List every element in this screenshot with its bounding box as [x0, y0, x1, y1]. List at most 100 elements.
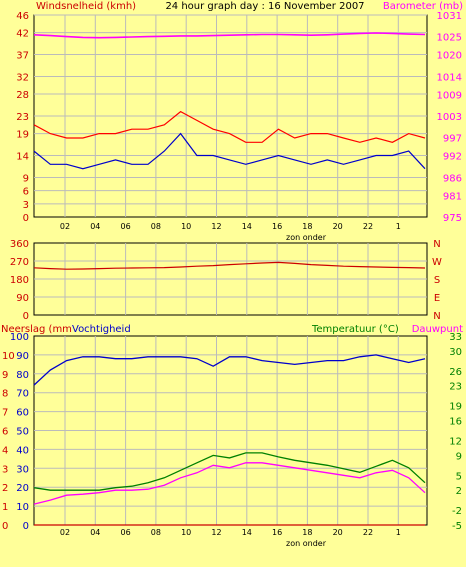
panel3-ytick-rain: 4 — [2, 445, 8, 456]
panel3-ytick-rain: 7 — [2, 408, 8, 419]
panel3-ytick-humidity: 70 — [16, 389, 29, 400]
panel3-xtick-label: 14 — [242, 528, 252, 537]
panel1-ytick-right: 986 — [443, 173, 462, 184]
panel3-ytick-rain: 9 — [2, 370, 8, 381]
panel1-ytick-right: 1009 — [437, 90, 462, 101]
panel3-ytick-right: 33 — [449, 332, 462, 343]
panel1-xtick-label: 16 — [272, 222, 282, 231]
panel3-xtick-label: 16 — [272, 528, 282, 537]
panel2-ytick-left: 360 — [10, 239, 29, 250]
panel2-ytick-left: 270 — [10, 257, 29, 268]
panel1-xtick-label: 1 — [396, 222, 401, 231]
panel3-ytick-right: 2 — [456, 486, 462, 497]
panel1-ytick-left: 6 — [23, 187, 29, 198]
panel3-xtick-label: 12 — [211, 528, 221, 537]
panel3-ytick-right: 19 — [449, 402, 462, 413]
panel1-ytick-left: 9 — [23, 173, 29, 184]
panel3-ytick-rain: 0 — [2, 521, 8, 532]
panel3-ytick-right: 9 — [456, 451, 462, 462]
panel3-xtick-label: 22 — [363, 528, 373, 537]
panel1-ytick-right: 1020 — [437, 51, 462, 62]
panel3-ytick-humidity: 20 — [16, 483, 29, 494]
panel3-xtick-label: 18 — [302, 528, 312, 537]
panel2-ytick-left: 0 — [23, 311, 29, 322]
panel3-ytick-right: 26 — [449, 367, 462, 378]
panel3-series-line-1 — [33, 354, 426, 386]
panel3-ytick-rain: 3 — [2, 464, 8, 475]
panel3-xtick-label: 08 — [151, 528, 161, 537]
panel1-series-line-0 — [33, 110, 426, 143]
panel1-ytick-right: 1025 — [437, 33, 462, 44]
rain-axis-label: Neerslag (mm — [1, 324, 72, 335]
panel3-xtick-label: 10 — [181, 528, 191, 537]
panel1-xtick-label: 12 — [211, 222, 221, 231]
panel2-direction-label: S — [434, 275, 440, 286]
panel3-axis-ticks: 001012023034045066077088099010100-5-2259… — [2, 332, 462, 537]
panel1-ytick-left: 0 — [23, 213, 29, 224]
panel3-xtick-label: 06 — [121, 528, 131, 537]
panel3-ytick-humidity: 80 — [16, 370, 29, 381]
panel2-series-line-0 — [33, 261, 426, 270]
panel1-gridlines — [34, 14, 427, 217]
panel1-xtick-label: 06 — [121, 222, 131, 231]
panel2-ytick-left: 180 — [10, 275, 29, 286]
panel3-ytick-humidity: 100 — [10, 332, 29, 343]
panel3-xtick-label: 20 — [333, 528, 343, 537]
panel3-ytick-humidity: 40 — [16, 445, 29, 456]
panel1-xtick-label: 08 — [151, 222, 161, 231]
panel3-series — [33, 354, 426, 526]
panel3-ytick-right: 12 — [449, 436, 462, 447]
panel1-ytick-left: 23 — [16, 112, 29, 123]
panel1-ytick-left: 42 — [16, 29, 29, 40]
panel3-xtick-label: 04 — [90, 528, 100, 537]
panel3-ytick-rain: 1 — [2, 502, 8, 513]
chart-title: 24 hour graph day : 16 November 2007 — [165, 1, 364, 12]
panel1-ytick-right: 1031 — [437, 11, 462, 22]
panel3-series-line-2 — [33, 452, 426, 491]
panel1-series-line-1 — [33, 132, 426, 170]
panel1-ytick-left: 37 — [16, 51, 29, 62]
panel3-ytick-rain: 6 — [2, 427, 8, 438]
panel2-direction-label: N — [433, 311, 440, 322]
panel3-ytick-humidity: 90 — [16, 351, 29, 362]
panel1-xtick-label: 20 — [333, 222, 343, 231]
panel1-ytick-left: 14 — [16, 152, 29, 163]
temperature-axis-label: Temperatuur (°C) — [311, 324, 399, 335]
panel3-ytick-right: -5 — [452, 521, 462, 532]
panel1-ytick-left: 28 — [16, 90, 29, 101]
panel1-series — [33, 32, 426, 170]
panel3-ytick-right: 5 — [456, 471, 462, 482]
panel2-direction-label: N — [433, 239, 440, 250]
panel3-ytick-right: -2 — [452, 506, 462, 517]
x-caption-panel3: zon onder — [286, 539, 327, 548]
x-caption-panel1: zon onder — [286, 233, 327, 242]
panel1-ytick-right: 981 — [443, 191, 462, 202]
panel3-ytick-humidity: 0 — [23, 521, 29, 532]
panel1-ytick-left: 46 — [16, 11, 29, 22]
panel1-ytick-right: 992 — [443, 152, 462, 163]
panel1-series-line-2 — [33, 32, 426, 39]
panel3-ytick-humidity: 50 — [16, 427, 29, 438]
panel3-ytick-right: 30 — [449, 347, 462, 358]
panel1-ytick-right: 975 — [443, 213, 462, 224]
panel3-ytick-rain: 8 — [2, 389, 8, 400]
right-axis-label: Barometer (mb) — [383, 1, 463, 12]
panel1-ytick-right: 1014 — [437, 72, 462, 83]
panel3-series-line-3 — [33, 462, 426, 505]
panel2-direction-label: W — [432, 257, 442, 268]
left-axis-label: Windsnelheid (kmh) — [36, 1, 136, 12]
panel1-ytick-left: 19 — [16, 130, 29, 141]
panel1-xtick-label: 14 — [242, 222, 252, 231]
panel1-xtick-label: 04 — [90, 222, 100, 231]
dewpoint-axis-label: Dauwpunt — [412, 324, 463, 335]
panel3-ytick-humidity: 30 — [16, 464, 29, 475]
panel3-ytick-humidity: 60 — [16, 408, 29, 419]
panel2-ytick-left: 90 — [16, 293, 29, 304]
panel2-direction-label: E — [434, 293, 440, 304]
panel1-ytick-right: 997 — [443, 134, 462, 145]
panel1-xtick-label: 02 — [60, 222, 70, 231]
panel3-ytick-rain: 2 — [2, 483, 8, 494]
